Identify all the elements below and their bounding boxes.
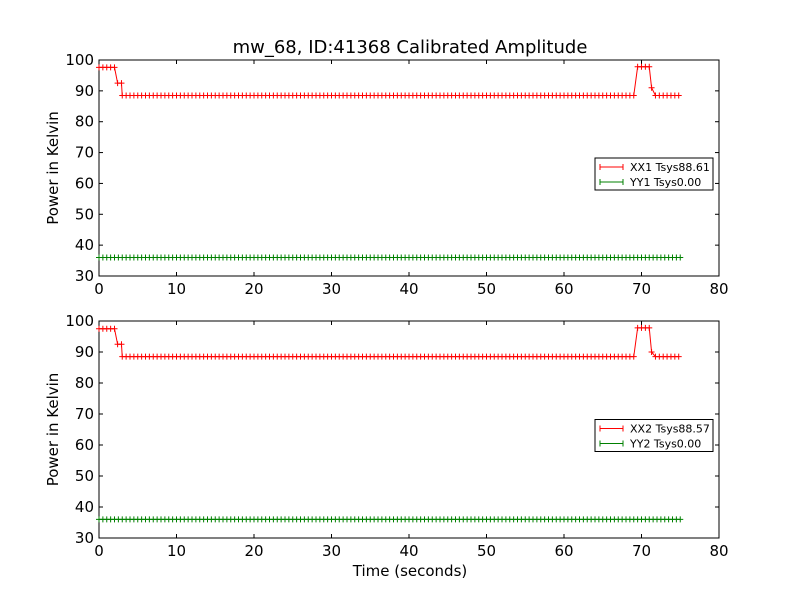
y-tick-label: 80 bbox=[75, 374, 94, 392]
data-point bbox=[118, 341, 125, 348]
data-point bbox=[677, 516, 684, 523]
y-tick-label: 30 bbox=[75, 267, 94, 285]
legend-box bbox=[594, 419, 714, 452]
data-point bbox=[675, 353, 682, 360]
legend-entry: YY1 Tsys0.00 bbox=[629, 176, 701, 189]
y-tick-label: 50 bbox=[75, 467, 94, 485]
legend-marker bbox=[599, 164, 624, 170]
x-axis-label: Time (seconds) bbox=[352, 562, 468, 580]
x-tick-label: 40 bbox=[399, 280, 418, 298]
x-tick-label: 50 bbox=[477, 542, 496, 560]
legend-entry: XX1 Tsys88.61 bbox=[630, 161, 710, 174]
x-tick-label: 20 bbox=[244, 280, 263, 298]
x-tick-label: 60 bbox=[554, 542, 573, 560]
series-xx bbox=[96, 324, 682, 360]
x-tick-label: 40 bbox=[399, 542, 418, 560]
bottom-subplot: Power in Kelvin 0 10 20 30 40 50 60 70 80 30 40 50 60… bbox=[44, 312, 729, 560]
x-tick-label: 60 bbox=[554, 280, 573, 298]
legend-marker bbox=[599, 179, 624, 185]
data-point bbox=[675, 92, 682, 99]
data-point bbox=[677, 254, 684, 261]
legend-entry: YY2 Tsys0.00 bbox=[629, 438, 701, 451]
legend-marker bbox=[599, 440, 624, 447]
series-xx bbox=[96, 63, 682, 99]
series-yy bbox=[96, 516, 684, 523]
y-tick-label: 40 bbox=[75, 498, 94, 516]
legend-entry: XX2 Tsys88.57 bbox=[630, 423, 710, 436]
data-point bbox=[646, 324, 653, 331]
series-yy bbox=[96, 254, 684, 261]
y-tick-label: 60 bbox=[75, 436, 94, 454]
x-tick-label: 70 bbox=[632, 542, 651, 560]
y-tick-label: 70 bbox=[75, 144, 94, 162]
legend-marker bbox=[599, 425, 624, 432]
y-axis-label: Power in Kelvin bbox=[44, 111, 62, 225]
x-tick-label: 80 bbox=[709, 542, 728, 560]
data-point bbox=[646, 63, 653, 70]
x-tick-label: 50 bbox=[477, 280, 496, 298]
x-tick-label: 0 bbox=[94, 542, 104, 560]
legend: XX1 Tsys88.61 YY1 Tsys0.00 bbox=[594, 157, 714, 191]
x-tick-label: 70 bbox=[632, 280, 651, 298]
chart-title: mw_68, ID:41368 Calibrated Amplitude bbox=[233, 37, 588, 58]
x-tick-label: 30 bbox=[322, 280, 341, 298]
data-point bbox=[111, 325, 118, 332]
y-tick-label: 100 bbox=[65, 51, 94, 69]
x-tick-label: 30 bbox=[322, 542, 341, 560]
data-point bbox=[630, 92, 637, 99]
y-tick-label: 80 bbox=[75, 113, 94, 131]
y-tick-label: 50 bbox=[75, 205, 94, 223]
legend: XX2 Tsys88.57 YY2 Tsys0.00 bbox=[594, 419, 714, 452]
x-tick-label: 0 bbox=[94, 280, 104, 298]
top-subplot: Power in Kelvin 0 10 20 30 40 50 60 70 80 30 40 50 60… bbox=[44, 51, 729, 298]
y-tick-label: 60 bbox=[75, 174, 94, 192]
y-tick-label: 90 bbox=[75, 343, 94, 361]
data-point bbox=[118, 80, 125, 87]
x-tick-label: 10 bbox=[167, 542, 186, 560]
y-tick-label: 40 bbox=[75, 236, 94, 254]
data-point bbox=[648, 84, 655, 91]
data-point bbox=[111, 64, 118, 71]
y-tick-label: 70 bbox=[75, 405, 94, 423]
y-tick-label: 30 bbox=[75, 529, 94, 547]
x-tick-label: 20 bbox=[244, 542, 263, 560]
x-tick-label: 80 bbox=[709, 280, 728, 298]
legend-box bbox=[594, 157, 714, 191]
x-tick-label: 10 bbox=[167, 280, 186, 298]
y-tick-label: 90 bbox=[75, 82, 94, 100]
data-point bbox=[630, 353, 637, 360]
y-axis-label: Power in Kelvin bbox=[44, 373, 62, 487]
data-point bbox=[648, 349, 655, 355]
y-tick-label: 100 bbox=[65, 312, 94, 330]
